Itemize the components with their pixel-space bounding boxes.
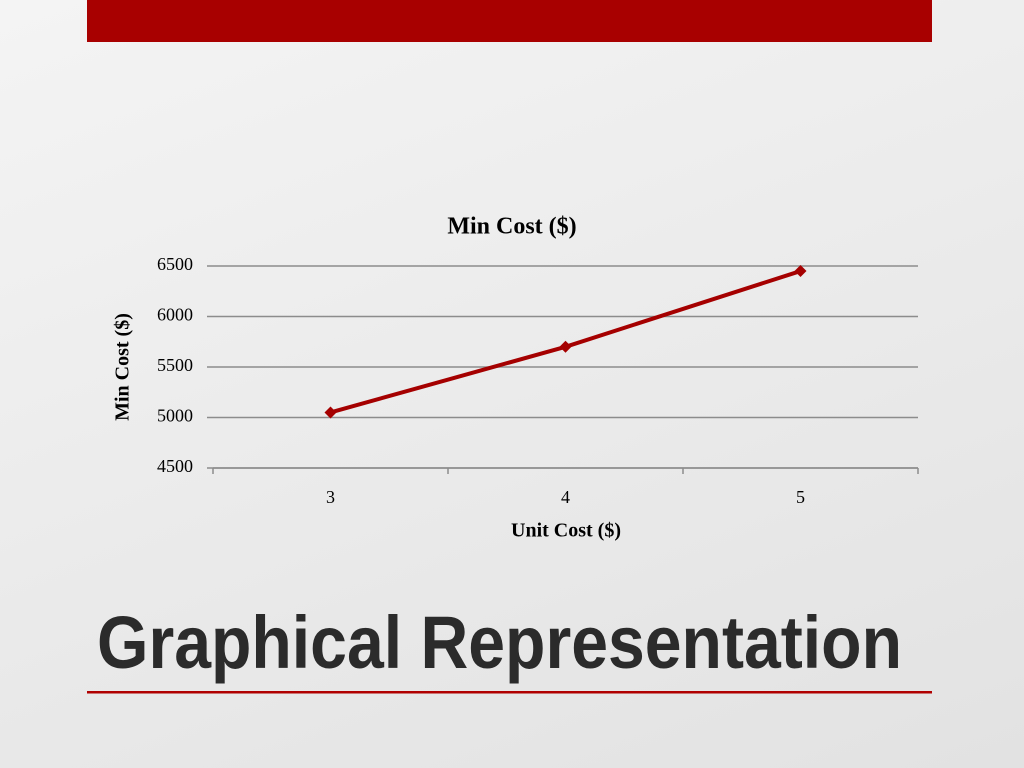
data-marker <box>794 265 807 278</box>
y-tick-label: 6500 <box>157 254 193 274</box>
y-tick-label: 5000 <box>157 406 193 426</box>
y-tick-label: 4500 <box>157 456 193 476</box>
y-axis-label: Min Cost ($) <box>112 313 134 421</box>
top-banner <box>87 0 932 42</box>
y-tick-label: 6000 <box>157 305 193 325</box>
x-tick-label: 3 <box>326 487 335 507</box>
data-marker <box>559 340 572 353</box>
x-axis-label: Unit Cost ($) <box>511 520 621 542</box>
data-marker <box>324 406 337 419</box>
slide-title: Graphical Representation <box>97 601 902 684</box>
x-tick-label: 5 <box>796 487 805 507</box>
plot-area: 4500 5000 5500 6000 6500 3 4 5 <box>157 254 919 507</box>
chart-title: Min Cost ($) <box>447 214 576 240</box>
title-underline <box>87 691 932 694</box>
y-tick-label: 5500 <box>157 355 193 375</box>
x-tick-label: 4 <box>561 487 570 507</box>
